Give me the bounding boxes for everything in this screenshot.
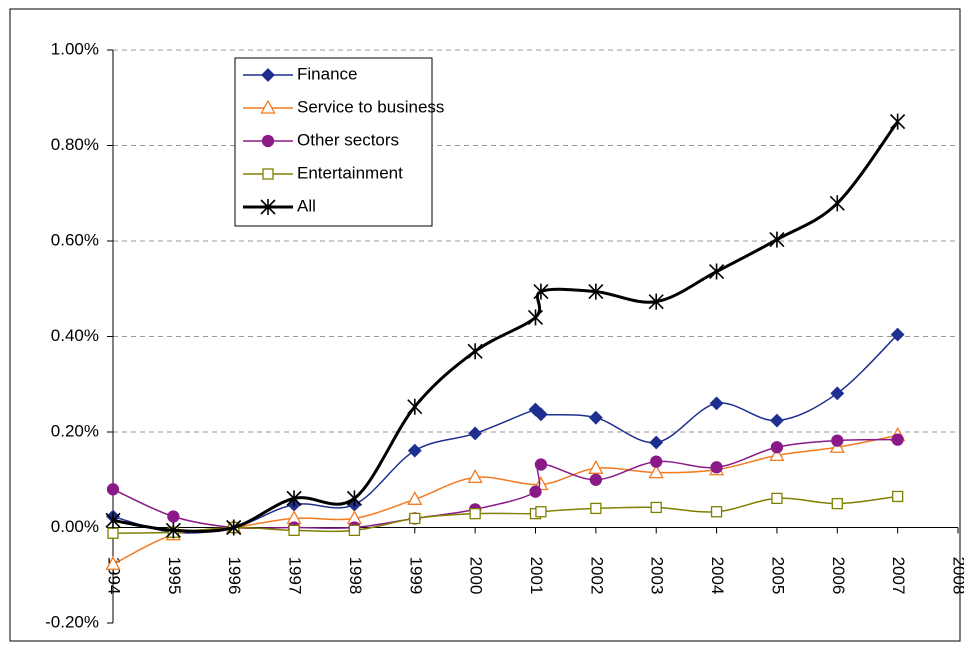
marker [226, 519, 242, 536]
marker [105, 555, 121, 570]
y-tick-label: 0.00% [51, 517, 99, 536]
marker [589, 473, 603, 486]
legend-marker [261, 134, 275, 148]
marker [165, 522, 181, 539]
marker [288, 524, 300, 537]
marker [105, 512, 121, 529]
x-tick-label: 2003 [648, 557, 667, 595]
marker [769, 447, 785, 462]
marker [770, 441, 784, 454]
y-tick-label: -0.20% [45, 612, 99, 631]
marker [770, 413, 784, 428]
x-tick-label: 2004 [708, 557, 727, 595]
x-tick-label: 2007 [889, 557, 908, 595]
marker [588, 410, 603, 425]
marker [771, 492, 783, 505]
marker [527, 309, 544, 326]
marker [829, 195, 845, 212]
marker [710, 506, 723, 518]
y-tick-label: 0.20% [51, 421, 99, 440]
marker [409, 512, 421, 525]
y-tick-label: 0.60% [51, 230, 99, 249]
legend-label: Other sectors [297, 130, 399, 149]
x-tick-label: 1998 [346, 557, 365, 595]
legend-label: All [297, 196, 316, 215]
legend-marker [262, 168, 274, 180]
marker [107, 527, 119, 539]
marker [407, 443, 422, 458]
x-tick-label: 1995 [165, 557, 184, 595]
marker [891, 433, 904, 446]
x-tick-label: 2002 [587, 557, 606, 595]
chart-frame [9, 8, 961, 642]
marker [588, 459, 604, 474]
x-tick-label: 1996 [225, 557, 244, 595]
x-tick-label: 1997 [286, 557, 305, 595]
marker [407, 398, 423, 415]
marker [535, 506, 547, 518]
marker [709, 263, 725, 280]
x-tick-label: 2001 [527, 557, 546, 595]
marker [469, 508, 481, 520]
marker [106, 483, 120, 496]
x-tick-label: 2008 [950, 557, 964, 595]
marker [534, 458, 548, 471]
legend-label: Entertainment [297, 163, 403, 182]
marker [650, 455, 663, 468]
legend-marker [260, 99, 276, 114]
marker [709, 396, 724, 411]
marker [533, 283, 549, 300]
marker [891, 490, 904, 503]
marker [650, 501, 662, 514]
legend-label: Service to business [297, 97, 444, 116]
marker [588, 283, 604, 300]
marker [467, 343, 483, 360]
marker [348, 524, 361, 537]
marker [590, 502, 602, 515]
x-tick-label: 1999 [406, 557, 425, 595]
marker [286, 490, 302, 507]
y-tick-label: 0.40% [51, 326, 99, 345]
marker [831, 497, 843, 510]
marker [890, 327, 905, 342]
marker [648, 464, 664, 479]
x-tick-label: 2005 [768, 557, 787, 595]
x-tick-label: 2006 [829, 557, 848, 595]
y-tick-label: 0.80% [51, 135, 99, 154]
marker [648, 293, 664, 310]
marker [710, 461, 723, 474]
legend-label: Finance [297, 64, 357, 83]
legend-marker [261, 68, 275, 82]
marker [890, 113, 906, 130]
marker [529, 485, 542, 498]
legend-marker [260, 199, 276, 215]
marker [831, 434, 844, 447]
marker [468, 426, 483, 441]
y-tick-label: 1.00% [51, 39, 99, 58]
marker [346, 490, 362, 507]
x-tick-label: 2000 [467, 557, 486, 595]
marker [534, 407, 548, 422]
marker [467, 468, 483, 484]
marker [649, 435, 664, 450]
marker [407, 490, 423, 505]
marker [769, 231, 785, 248]
marker [167, 510, 180, 523]
marker [830, 386, 845, 401]
